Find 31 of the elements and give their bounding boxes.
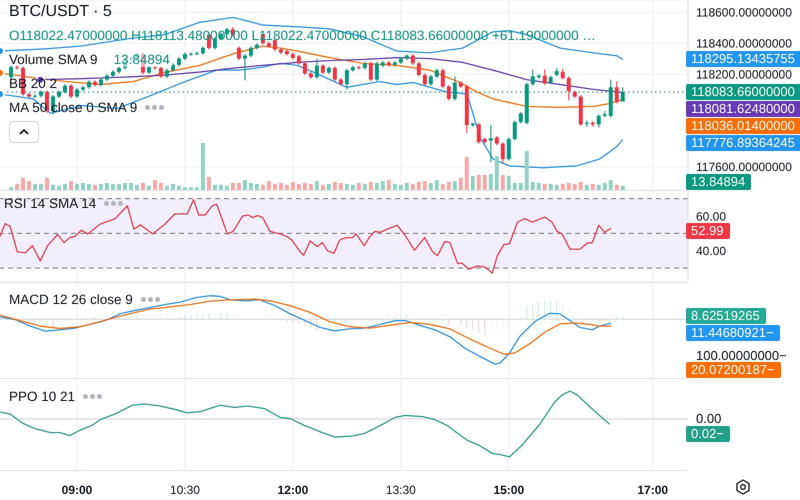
text: 20.07200187− <box>686 362 781 378</box>
text: 0.00 <box>696 410 722 427</box>
chart-title: RSI 14 SMA 14 <box>4 196 96 211</box>
y-tick-label: 118600.00000000 <box>696 6 792 20</box>
text: 13.84894 <box>114 52 170 67</box>
y-tick-label: 118400.00000000 <box>696 36 792 51</box>
x-tick-label: 10:30 <box>170 483 200 497</box>
chart-title: MACD 12 26 close 9 <box>9 292 133 307</box>
text: 118295.13435755 <box>686 51 800 68</box>
text: 13.84894 <box>686 174 752 190</box>
ref-line-label: 118083.66000000 <box>686 84 800 100</box>
x-tick-label: 12:00 <box>278 483 309 497</box>
text: 8.62519265 <box>686 308 766 324</box>
text: 100.00000000− <box>696 348 787 364</box>
chart-title: BTC/USDT · 5 <box>9 3 112 21</box>
y-tick-label: 40.00 <box>696 244 726 258</box>
text: 52.99 <box>686 223 730 240</box>
x-tick-label: 15:00 <box>493 483 524 497</box>
text: 118081.62480000 <box>686 101 800 118</box>
chart-title: Volume SMA 9 <box>9 52 98 67</box>
chart-title: PPO 10 21 <box>9 389 76 404</box>
y-tick-label: 117600.00000000 <box>696 160 792 174</box>
text: 118036.01400000 <box>686 118 800 134</box>
text: 0.02− <box>686 426 730 442</box>
x-tick-label: 13:30 <box>386 483 416 497</box>
y-tick-label: 118200.00000000 <box>696 67 792 82</box>
x-tick-label: 09:00 <box>62 483 93 497</box>
y-tick-label: 60.00 <box>696 209 726 224</box>
text: 117776.89364245 <box>686 135 800 152</box>
x-tick-label: 17:00 <box>637 483 668 497</box>
text: 11.44680921− <box>686 325 780 342</box>
